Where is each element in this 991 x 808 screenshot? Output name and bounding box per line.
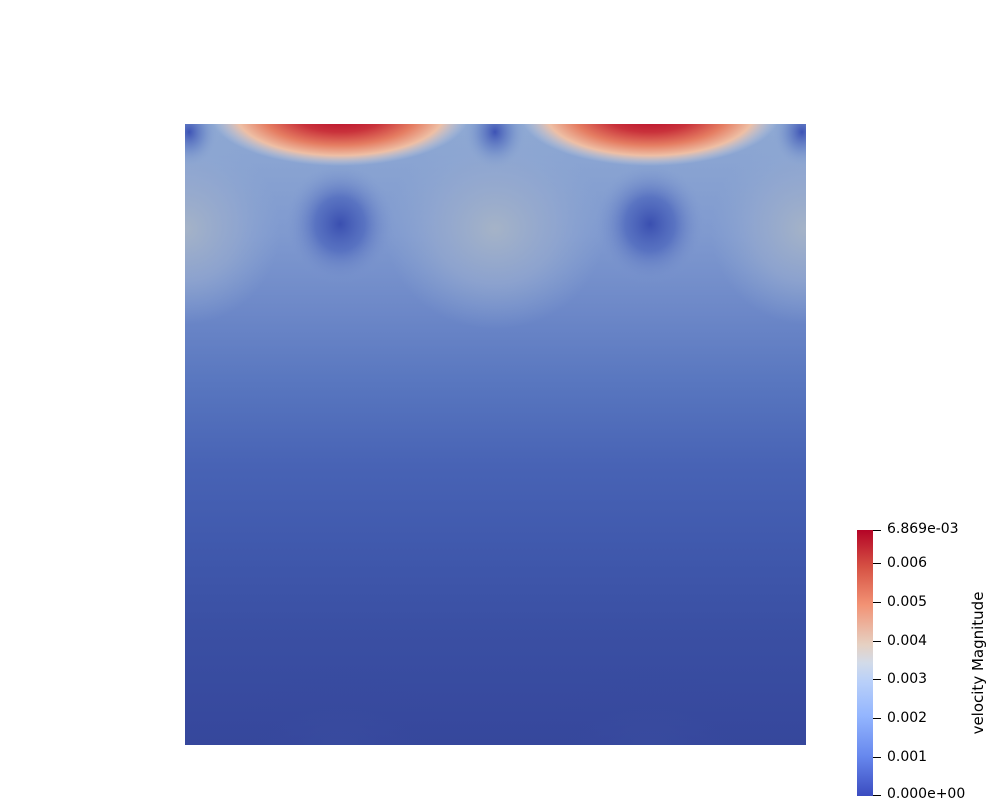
colorbar-tick [873,718,881,719]
field-bottom-shade-right [540,665,760,745]
field-hotspot-right [522,124,778,166]
colorbar-tick [873,563,881,564]
colorbar-tick [873,641,881,642]
field-vortex-core-right [595,164,705,284]
colorbar-tick-label: 0.001 [887,749,928,765]
colorbar-tick-label: 0.004 [887,633,928,649]
field-cold-point-top-right [772,124,806,168]
colorbar-min-label: 0.000e+00 [887,786,966,802]
velocity-field-svg [185,124,806,745]
field-vortex-core-left [285,164,395,284]
colorbar-tick [873,679,881,680]
field-gray-halo-left [185,134,280,324]
colorbar-title: velocity Magnitude [969,591,987,735]
colorbar-tick-label: 0.005 [887,594,928,610]
colorbar-tick [873,795,881,796]
colorbar-tick [873,757,881,758]
velocity-field-plot[interactable] [185,124,806,745]
field-cold-point-top-center [463,124,527,170]
field-bottom-shade-left [230,665,450,745]
colorbar-tick-label: 0.006 [887,555,928,571]
colorbar-tick [873,530,881,531]
colorbar-tick-label: 0.003 [887,671,928,687]
colorbar-max-label: 6.869e-03 [887,521,959,537]
colorbar-tick [873,602,881,603]
field-cold-point-top-left [185,124,219,168]
colorbar-gradient [857,530,873,796]
field-gray-halo-center [385,129,605,329]
field-gray-halo-right [711,134,806,324]
colorbar-tick-label: 0.002 [887,710,928,726]
field-hotspot-left [212,124,468,166]
